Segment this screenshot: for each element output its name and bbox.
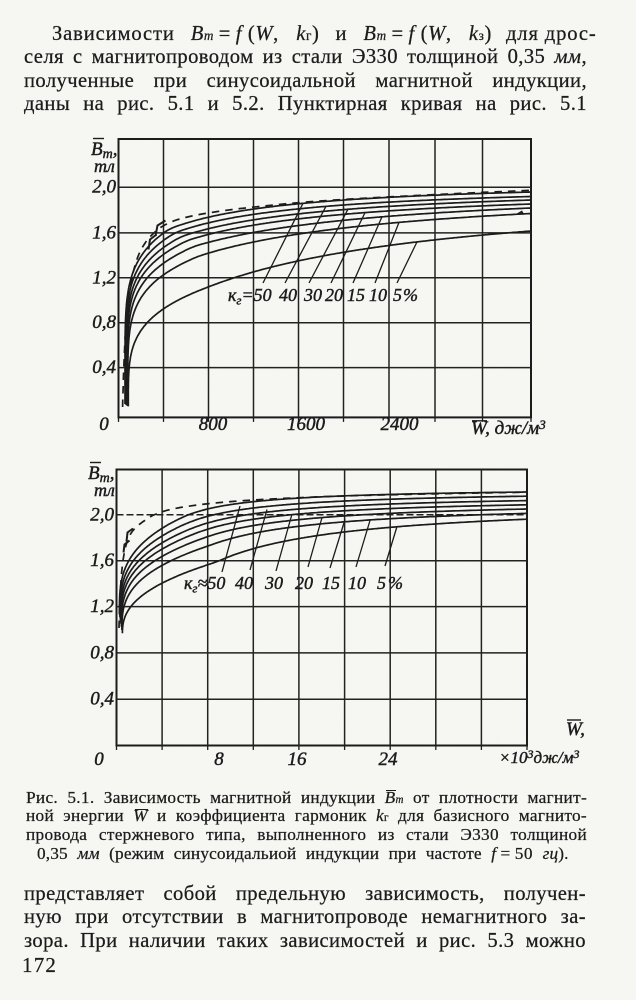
svg-text:×103дж/м3: ×103дж/м3 <box>499 747 579 767</box>
svg-text:0,4: 0,4 <box>90 689 114 710</box>
svg-text:10: 10 <box>348 573 366 593</box>
svg-text:0,8: 0,8 <box>92 312 116 333</box>
svg-text:2,0: 2,0 <box>92 177 116 198</box>
svg-text:0,4: 0,4 <box>92 357 116 378</box>
svg-text:30: 30 <box>264 573 283 593</box>
svg-text:0: 0 <box>99 414 109 435</box>
svg-text:20: 20 <box>295 573 313 593</box>
svg-text:%: % <box>403 285 418 305</box>
svg-text:40: 40 <box>235 573 253 593</box>
svg-text:1,6: 1,6 <box>90 550 114 571</box>
svg-text:кг=50: кг=50 <box>228 285 272 308</box>
svg-text:1,2: 1,2 <box>92 267 116 288</box>
svg-text:0,8: 0,8 <box>90 642 114 663</box>
svg-text:W,: W, <box>566 719 585 740</box>
svg-text:800: 800 <box>199 414 228 435</box>
svg-text:2400: 2400 <box>381 414 420 435</box>
svg-text:1600: 1600 <box>287 414 326 435</box>
svg-text:2,0: 2,0 <box>90 504 114 525</box>
svg-text:30: 30 <box>303 285 322 305</box>
svg-text:15: 15 <box>322 573 340 593</box>
svg-text:15: 15 <box>347 285 365 305</box>
svg-text:20: 20 <box>325 285 343 305</box>
svg-text:5: 5 <box>393 285 402 305</box>
svg-text:%: % <box>388 573 403 593</box>
svg-text:10: 10 <box>369 285 387 305</box>
svg-text:16: 16 <box>288 749 308 770</box>
svg-text:24: 24 <box>379 749 399 770</box>
svg-text:W, дж/м3: W, дж/м3 <box>471 417 546 439</box>
svg-text:5: 5 <box>377 573 386 593</box>
svg-text:8: 8 <box>214 749 224 770</box>
svg-text:1,6: 1,6 <box>92 222 116 243</box>
svg-text:0: 0 <box>94 749 104 770</box>
svg-text:тл: тл <box>94 156 115 176</box>
svg-text:тл: тл <box>94 480 115 500</box>
svg-text:кг≈50: кг≈50 <box>184 573 225 596</box>
svg-text:1,2: 1,2 <box>90 596 114 617</box>
svg-text:40: 40 <box>279 285 297 305</box>
